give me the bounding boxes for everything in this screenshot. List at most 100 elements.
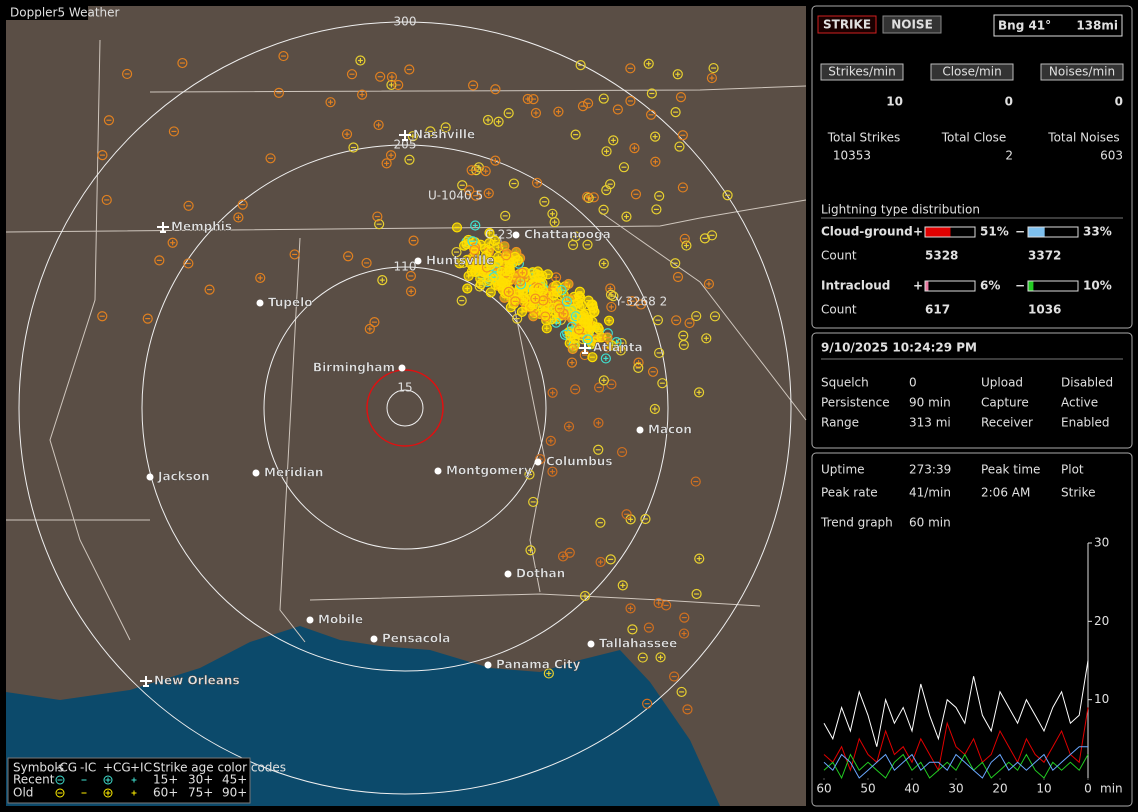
strike-symbol <box>637 652 648 663</box>
strike-symbol <box>582 191 593 202</box>
strike-circle <box>635 299 647 310</box>
strike-symbol <box>503 108 514 119</box>
strike-symbol <box>518 293 529 304</box>
strike-circle <box>625 603 636 614</box>
strike-circle <box>676 686 687 698</box>
strike-symbol <box>346 69 358 80</box>
strike-tag: U-1040 5 <box>428 189 483 203</box>
city-label: Memphis <box>171 220 232 234</box>
strike-symbol <box>674 141 685 152</box>
strike-symbol <box>121 68 133 80</box>
strike-symbol <box>694 553 705 564</box>
strike-symbol <box>635 299 647 310</box>
bearing-box <box>993 14 1123 37</box>
strike-circle <box>583 192 594 204</box>
strike-symbol <box>563 421 575 432</box>
rate-value: 0 <box>1115 95 1123 109</box>
strike-circle <box>406 286 417 297</box>
strike-circle <box>500 210 511 221</box>
panel-box <box>811 5 1133 329</box>
strike-symbol <box>480 166 491 177</box>
strike-circle <box>97 311 108 322</box>
strike-symbol <box>470 220 481 231</box>
strike-symbol <box>679 233 690 244</box>
airport-icon <box>399 130 411 141</box>
legend-box <box>7 757 251 804</box>
strike-circle <box>627 296 638 307</box>
strike-circle <box>598 375 609 386</box>
city-dot <box>636 426 644 434</box>
strike-circle <box>361 257 372 269</box>
strike-circle <box>693 387 705 398</box>
strike-circle <box>652 315 664 326</box>
strike-symbol <box>706 72 718 84</box>
strike-symbol <box>655 652 666 663</box>
strike-circle <box>183 258 194 269</box>
strike-circle <box>348 142 359 153</box>
strike-circle <box>425 126 436 137</box>
strike-circle <box>627 624 638 635</box>
legend-symbol <box>103 775 113 785</box>
count-label: Count <box>821 303 857 317</box>
strike-circle <box>539 196 550 207</box>
strike-symbol <box>265 153 276 164</box>
city-dot <box>504 570 512 578</box>
strike-circle <box>531 177 543 188</box>
total-label: Total Noises <box>1047 131 1119 145</box>
strike-symbol <box>706 230 718 241</box>
strike-circle <box>678 330 689 341</box>
strike-circle <box>625 63 636 74</box>
rate-value: 0 <box>1005 95 1013 109</box>
strike-symbol <box>516 306 528 317</box>
strike-circle <box>674 141 685 152</box>
strike-symbol <box>675 91 687 103</box>
strike-symbol <box>404 64 415 75</box>
strike-symbol <box>357 89 368 100</box>
ring-label: 205 <box>394 138 417 152</box>
strike-symbol <box>625 603 636 614</box>
distribution-bar <box>925 227 951 237</box>
x-tick-label: 60 <box>816 782 831 796</box>
strike-symbol <box>528 496 539 508</box>
strike-symbol <box>567 343 578 355</box>
strike-symbol <box>508 178 519 189</box>
total-value: 10353 <box>833 149 871 163</box>
strike-circle <box>364 323 375 334</box>
distribution-bar <box>1028 227 1045 237</box>
strike-circle <box>706 72 718 84</box>
strike-symbol <box>278 50 289 62</box>
airport-icon <box>157 222 169 233</box>
range-ring-inner <box>386 389 424 427</box>
strike-symbol <box>616 446 628 458</box>
strike-symbol <box>605 554 616 565</box>
strike-symbol <box>621 509 632 520</box>
strike-circle <box>381 158 392 169</box>
city-dot <box>370 635 378 643</box>
count-value: 3372 <box>1028 249 1061 263</box>
status-label: Range <box>821 416 859 430</box>
strike-circle <box>670 107 681 118</box>
city-label: New Orleans <box>154 674 240 688</box>
pct-label: 51% <box>980 225 1009 239</box>
range-ring <box>141 144 669 672</box>
strike-circle <box>289 249 300 260</box>
strike-symbol <box>381 158 392 169</box>
strike-button[interactable] <box>817 15 877 34</box>
strike-circle <box>480 166 491 177</box>
status-value: Active <box>1061 396 1098 410</box>
strike-circle <box>233 212 244 223</box>
legend-symbol <box>55 788 65 798</box>
strike-symbol <box>385 150 397 161</box>
strike-circle <box>385 150 397 161</box>
noise-button[interactable] <box>882 15 942 34</box>
city-label: Macon <box>648 423 692 437</box>
strike-circle <box>563 421 575 432</box>
strike-circle <box>682 704 693 715</box>
strike-circle <box>567 239 579 251</box>
strike-symbol <box>643 622 654 633</box>
strike-symbol <box>490 84 501 95</box>
strike-symbol <box>493 116 504 127</box>
strike-symbol <box>601 146 612 157</box>
strike-circle <box>616 446 628 458</box>
